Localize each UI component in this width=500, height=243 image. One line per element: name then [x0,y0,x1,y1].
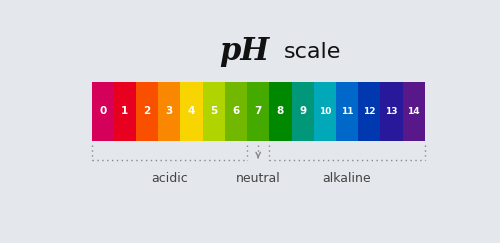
Text: 5: 5 [210,106,218,116]
Text: 4: 4 [188,106,195,116]
Text: 1: 1 [122,106,128,116]
FancyBboxPatch shape [225,82,247,141]
Text: 2: 2 [144,106,150,116]
Text: 10: 10 [318,107,331,116]
FancyBboxPatch shape [180,82,203,141]
FancyBboxPatch shape [358,82,380,141]
Text: 13: 13 [385,107,398,116]
Text: alkaline: alkaline [322,172,372,185]
Text: 11: 11 [341,107,353,116]
Text: 9: 9 [299,106,306,116]
FancyBboxPatch shape [402,82,425,141]
Text: acidic: acidic [151,172,188,185]
Text: 0: 0 [99,106,106,116]
FancyBboxPatch shape [336,82,358,141]
Text: 8: 8 [277,106,284,116]
FancyBboxPatch shape [114,82,136,141]
Text: 7: 7 [254,106,262,116]
Text: pH: pH [220,36,270,67]
Text: 3: 3 [166,106,173,116]
Text: 14: 14 [408,107,420,116]
Text: 12: 12 [363,107,376,116]
FancyBboxPatch shape [202,82,225,141]
FancyBboxPatch shape [136,82,158,141]
FancyBboxPatch shape [314,82,336,141]
Text: 6: 6 [232,106,239,116]
FancyBboxPatch shape [92,82,114,141]
Text: scale: scale [284,42,341,62]
FancyBboxPatch shape [292,82,314,141]
Text: neutral: neutral [236,172,281,185]
FancyBboxPatch shape [247,82,270,141]
FancyBboxPatch shape [270,82,291,141]
FancyBboxPatch shape [158,82,180,141]
FancyBboxPatch shape [380,82,402,141]
